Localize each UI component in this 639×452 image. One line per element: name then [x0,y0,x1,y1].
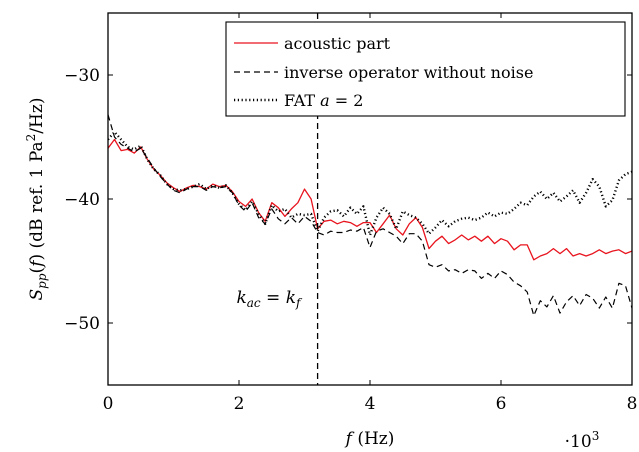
y-tick-label: −30 [64,66,100,86]
x-tick-label: 0 [103,394,114,414]
y-tick-label: −40 [64,190,100,210]
series-line-3 [108,130,632,237]
x-tick-label: 2 [234,394,245,414]
legend-box [225,21,626,117]
y-axis-ticks: −50 −40 −30 [64,66,632,334]
legend: acoustic part inverse operator without n… [225,21,626,117]
x-tick-label: 4 [365,394,376,414]
legend-label-acoustic: acoustic part [284,34,391,53]
series-line-1 [108,138,632,261]
x-tick-label: 8 [627,394,638,414]
series-line-2 [108,114,632,317]
svg-text:Spp(f) (dB ref. 1 Pa2/Hz): Spp(f) (dB ref. 1 Pa2/Hz) [24,98,49,301]
y-axis-label: Spp(f) (dB ref. 1 Pa2/Hz) [24,98,49,301]
x-axis-label: f (Hz) [344,429,395,449]
y-tick-label: −50 [64,314,100,334]
legend-label-inverse: inverse operator without noise [284,63,533,82]
crossover-annotation: kac = kf [236,288,303,310]
series-layer [108,114,632,317]
x-axis-multiplier: ·103 [565,429,600,452]
plot-frame [107,12,633,386]
x-tick-label: 6 [496,394,507,414]
legend-label-fat: FAT a = 2 [284,91,363,110]
